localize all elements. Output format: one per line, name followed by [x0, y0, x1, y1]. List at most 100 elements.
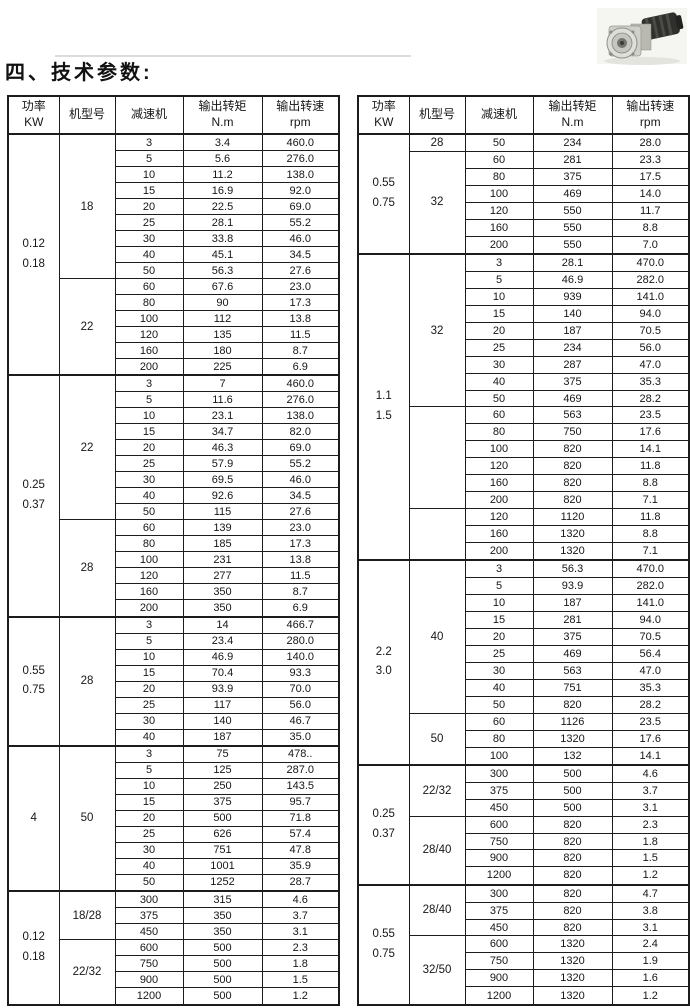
- speed-cell: 2.3: [611, 815, 690, 834]
- table-row: 200 350 6.9: [8, 599, 340, 617]
- speed-cell: 7.1: [611, 491, 690, 510]
- speed-cell: 35.3: [611, 678, 690, 697]
- power-cell: 0.12 0.18: [7, 890, 60, 1006]
- table-row: 120 135 11.5: [8, 326, 340, 344]
- torque-cell: 56.3: [532, 559, 613, 579]
- ratio-cell: 600: [114, 939, 184, 957]
- speed-cell: 23.5: [611, 712, 690, 731]
- ratio-cell: 50: [114, 503, 184, 521]
- model-cell: 28: [58, 615, 116, 747]
- torque-cell: 231: [182, 551, 263, 569]
- ratio-cell: 3: [464, 559, 534, 579]
- ratio-cell: 30: [114, 712, 184, 730]
- table-row: 30 287 47.0: [358, 355, 690, 374]
- speed-cell: 8.7: [261, 583, 340, 601]
- speed-cell: 35.3: [611, 372, 690, 391]
- model-cell: 18: [58, 133, 116, 280]
- ratio-cell: 1200: [464, 986, 534, 1006]
- table-row: 40 1001 35.9: [8, 857, 340, 875]
- ratio-cell: 10: [114, 777, 184, 795]
- torque-cell: 500: [182, 939, 263, 957]
- torque-cell: 93.9: [182, 680, 263, 698]
- speed-cell: 11.7: [611, 201, 690, 220]
- ratio-cell: 5: [114, 150, 184, 168]
- table-row: 10 250 143.5: [8, 777, 340, 795]
- ratio-cell: 15: [114, 423, 184, 441]
- ratio-cell: 10: [464, 594, 534, 613]
- table-row: 100 469 14.0: [358, 184, 690, 203]
- speed-cell: 1.9: [611, 952, 690, 971]
- speed-cell: 3.1: [611, 918, 690, 937]
- ratio-cell: 160: [114, 583, 184, 601]
- speed-cell: 4.6: [611, 763, 690, 783]
- ratio-cell: 30: [114, 230, 184, 248]
- table-row: 1.1 1.5 32 3 28.1 470.0: [357, 252, 690, 561]
- table-row: 0.12 0.18 18/28 300 315 4.6: [7, 890, 340, 1006]
- table-row: 200 820 7.1: [358, 491, 690, 510]
- torque-cell: 1320: [532, 541, 613, 561]
- table-row: 40 45.1 34.5: [8, 246, 340, 264]
- header-row: 功率 KW 机型号 减速机 输出转矩 N.m 输出转速 rpm: [7, 95, 340, 135]
- speed-cell: 1.2: [261, 987, 340, 1006]
- torque-cell: 500: [532, 781, 613, 800]
- table-row: 0.55 0.75 28 50 234 28.0: [357, 133, 690, 255]
- power-cell: 2.2 3.0: [357, 559, 410, 766]
- ratio-cell: 20: [464, 627, 534, 646]
- speed-cell: 28.2: [611, 389, 690, 408]
- table-row: 15 375 95.7: [8, 793, 340, 811]
- ratio-cell: 5: [114, 391, 184, 409]
- torque-cell: 820: [532, 883, 613, 903]
- speed-cell: 1.6: [611, 969, 690, 988]
- ratio-cell: 80: [464, 168, 534, 186]
- power-cell: 0.55 0.75: [7, 615, 60, 747]
- speed-cell: 2.4: [611, 935, 690, 954]
- table-row: 28 60 139 23.0: [8, 519, 340, 617]
- torque-cell: 820: [532, 901, 613, 920]
- torque-cell: 751: [182, 841, 263, 859]
- speed-cell: 6.9: [261, 358, 340, 376]
- torque-cell: 820: [532, 474, 613, 493]
- tables-container: 功率 KW 机型号 减速机 输出转矩 N.m 输出转速 rpm 0.12 0.18 18 3 3…: [7, 95, 690, 1006]
- speed-cell: 478..: [261, 744, 340, 763]
- speed-cell: 3.7: [261, 907, 340, 925]
- ratio-cell: 30: [464, 661, 534, 680]
- column-header: 机型号: [408, 95, 466, 135]
- model-cell: 50: [408, 712, 466, 766]
- torque-cell: 46.3: [182, 439, 263, 457]
- torque-cell: 550: [532, 235, 613, 255]
- table-row: 25 117 56.0: [8, 696, 340, 714]
- speed-cell: 3.7: [611, 781, 690, 800]
- table-row: 160 820 8.8: [358, 474, 690, 493]
- torque-cell: 28.1: [532, 252, 613, 272]
- ratio-cell: 100: [114, 310, 184, 328]
- speed-cell: 17.3: [261, 535, 340, 553]
- ratio-cell: 60: [114, 519, 184, 537]
- speed-cell: 282.0: [611, 577, 690, 596]
- ratio-cell: 3: [114, 133, 184, 152]
- speed-cell: 7.0: [611, 235, 690, 255]
- torque-cell: 75: [182, 744, 263, 763]
- torque-cell: 112: [182, 310, 263, 328]
- torque-cell: 117: [182, 696, 263, 714]
- speed-cell: 92.0: [261, 182, 340, 200]
- speed-cell: 17.5: [611, 168, 690, 186]
- ratio-cell: 60: [464, 151, 534, 170]
- ratio-cell: 160: [464, 525, 534, 543]
- table-row: 40 375 35.3: [358, 372, 690, 391]
- model-cell: 28: [408, 133, 466, 153]
- ratio-cell: 40: [464, 678, 534, 697]
- ratio-cell: 25: [114, 455, 184, 473]
- torque-cell: 626: [182, 825, 263, 843]
- power-cell: 0.12 0.18: [7, 132, 60, 376]
- torque-cell: 315: [182, 890, 263, 909]
- torque-cell: 277: [182, 567, 263, 585]
- table-row: 20 46.3 69.0: [8, 439, 340, 457]
- speed-cell: 460.0: [261, 374, 340, 393]
- ratio-cell: 900: [464, 849, 534, 868]
- ratio-cell: 750: [464, 952, 534, 971]
- speed-cell: 28.7: [261, 873, 340, 892]
- torque-cell: 70.4: [182, 664, 263, 682]
- speed-cell: 280.0: [261, 632, 340, 650]
- ratio-cell: 60: [464, 712, 534, 731]
- speed-cell: 138.0: [261, 166, 340, 184]
